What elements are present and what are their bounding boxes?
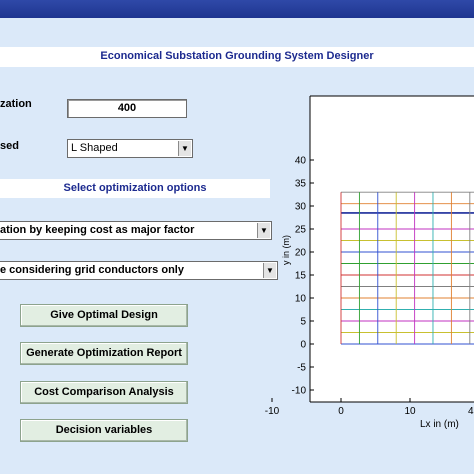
generate-report-button[interactable]: Generate Optimization Report — [20, 342, 188, 365]
x-tick-label: 10 — [404, 406, 416, 417]
y-tick-label: 25 — [295, 225, 307, 236]
y-tick-label: 30 — [295, 202, 307, 213]
optimization-section-band — [0, 179, 270, 198]
app-title: Economical Substation Grounding System D… — [100, 50, 374, 62]
y-tick-label: 35 — [295, 179, 307, 190]
shape-select-value: L Shaped — [71, 142, 118, 154]
x-tick-label: 4 — [468, 406, 474, 417]
window-titlebar — [0, 0, 474, 18]
plot-area — [310, 96, 474, 402]
y-tick-label: 20 — [295, 248, 307, 259]
y-tick-label: 40 — [295, 156, 307, 167]
optimization-mode-value: ation by keeping cost as major factor — [0, 224, 195, 236]
area-label: zation — [0, 98, 32, 110]
chevron-down-icon[interactable]: ▼ — [178, 141, 191, 156]
give-optimal-design-button[interactable]: Give Optimal Design — [20, 304, 188, 327]
app-title-band — [0, 47, 474, 67]
conductor-option-select[interactable]: e considering grid conductors only ▼ — [0, 261, 278, 280]
y-tick-label: 15 — [295, 271, 307, 282]
chevron-down-icon[interactable]: ▼ — [263, 263, 276, 278]
y-tick-label: 5 — [300, 317, 306, 328]
y-tick-label: 0 — [300, 340, 306, 351]
y-tick-label: -5 — [297, 363, 306, 374]
shape-label: sed — [0, 140, 19, 152]
decision-variables-button[interactable]: Decision variables — [20, 419, 188, 442]
optimization-mode-select[interactable]: ation by keeping cost as major factor ▼ — [0, 221, 272, 240]
toolbar-area — [0, 18, 474, 45]
shape-select[interactable]: L Shaped ▼ — [67, 139, 193, 158]
conductor-option-value: e considering grid conductors only — [0, 264, 184, 276]
x-tick-label: -10 — [265, 406, 280, 417]
optimization-section-title: Select optimization options — [63, 182, 207, 194]
chevron-down-icon[interactable]: ▼ — [257, 223, 270, 238]
x-axis-label: Lx in (m) — [420, 419, 459, 430]
x-tick-label: 0 — [338, 406, 344, 417]
y-tick-label: 10 — [295, 294, 307, 305]
y-tick-label: -10 — [292, 386, 307, 397]
area-input[interactable]: 400 — [67, 99, 187, 118]
y-axis-label: y in (m) — [281, 235, 291, 265]
cost-comparison-button[interactable]: Cost Comparison Analysis — [20, 381, 188, 404]
